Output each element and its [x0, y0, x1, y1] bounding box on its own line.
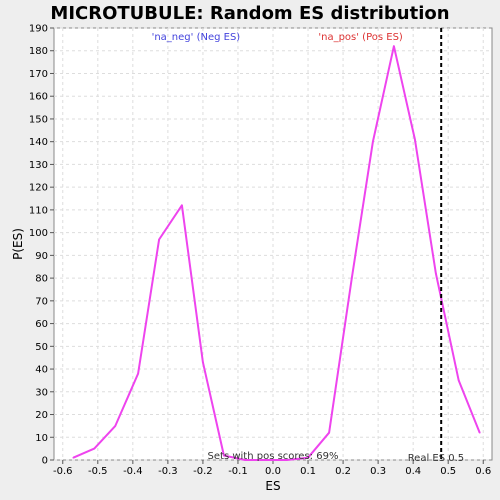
y-tick-label: 190 — [29, 24, 48, 35]
grid-lines — [54, 27, 492, 461]
y-tick-label: 50 — [35, 342, 48, 353]
real-es-label: Real ES 0.5 — [408, 453, 464, 464]
x-tick-label: -0.6 — [53, 466, 73, 477]
x-tick-label: -0.5 — [88, 466, 108, 477]
axes: 0 10 20 30 40 50 60 70 80 90 100 110 120 130 140 150 160… — [29, 24, 491, 478]
data-point — [114, 425, 117, 427]
data-point — [286, 459, 288, 461]
data-point — [478, 431, 481, 434]
y-tick-label: 30 — [35, 387, 48, 398]
x-tick-label: 0.1 — [300, 466, 316, 477]
y-tick-label: 170 — [29, 69, 48, 80]
y-tick-label: 130 — [29, 160, 48, 171]
data-point — [93, 447, 96, 450]
y-tick-label: 20 — [35, 410, 48, 421]
data-point — [223, 454, 225, 457]
data-point — [265, 459, 267, 461]
y-tick-label: 100 — [29, 228, 48, 239]
y-tick-label: 60 — [35, 319, 48, 330]
y-tick-label: 110 — [29, 205, 48, 216]
y-axis-label: P(ES) — [11, 228, 25, 260]
x-axis-label: ES — [265, 479, 280, 493]
x-tick-label: 0.2 — [335, 466, 351, 477]
x-tick-label: 0.3 — [370, 466, 386, 477]
x-tick-label: -0.2 — [193, 466, 213, 477]
x-tick-label: 0.4 — [405, 466, 421, 477]
y-tick-label: 10 — [35, 433, 48, 444]
data-point — [202, 361, 204, 364]
data-point — [393, 45, 395, 47]
x-tick-label: 0.5 — [440, 466, 456, 477]
y-tick-label: 120 — [29, 183, 48, 194]
y-tick-label: 150 — [29, 114, 48, 125]
y-tick-label: 140 — [29, 137, 48, 148]
data-point — [244, 459, 246, 461]
data-point — [351, 277, 353, 279]
data-point — [435, 272, 437, 275]
series-line — [72, 45, 481, 461]
y-tick-label: 80 — [35, 274, 48, 285]
y-tick-label: 90 — [35, 251, 48, 262]
data-point — [372, 140, 374, 143]
pos-es-annotation: 'na_pos' (Pos ES) — [318, 32, 403, 43]
data-point — [414, 138, 416, 141]
data-point — [137, 372, 139, 375]
sets-with-pos-scores-text: Sets with pos scores: 69% — [208, 451, 339, 462]
y-tick-label: 40 — [35, 365, 48, 376]
x-tick-label: -0.1 — [228, 466, 248, 477]
data-point — [457, 379, 460, 382]
data-point — [307, 456, 309, 459]
x-tick-label: 0.6 — [475, 466, 491, 477]
data-point — [158, 238, 160, 241]
data-point — [328, 431, 330, 434]
x-tick-label: -0.4 — [123, 466, 143, 477]
series-layer — [72, 45, 481, 461]
x-tick-label: 0.0 — [265, 466, 281, 477]
data-point — [181, 204, 183, 207]
y-tick-label: 0 — [42, 456, 48, 467]
data-point — [72, 456, 75, 459]
y-tick-label: 180 — [29, 46, 48, 57]
y-tick-label: 70 — [35, 296, 48, 307]
x-tick-label: -0.3 — [158, 466, 178, 477]
chart-title: MICROTUBULE: Random ES distribution — [50, 3, 449, 24]
y-tick-label: 160 — [29, 92, 48, 103]
neg-es-annotation: 'na_neg' (Neg ES) — [152, 32, 241, 43]
